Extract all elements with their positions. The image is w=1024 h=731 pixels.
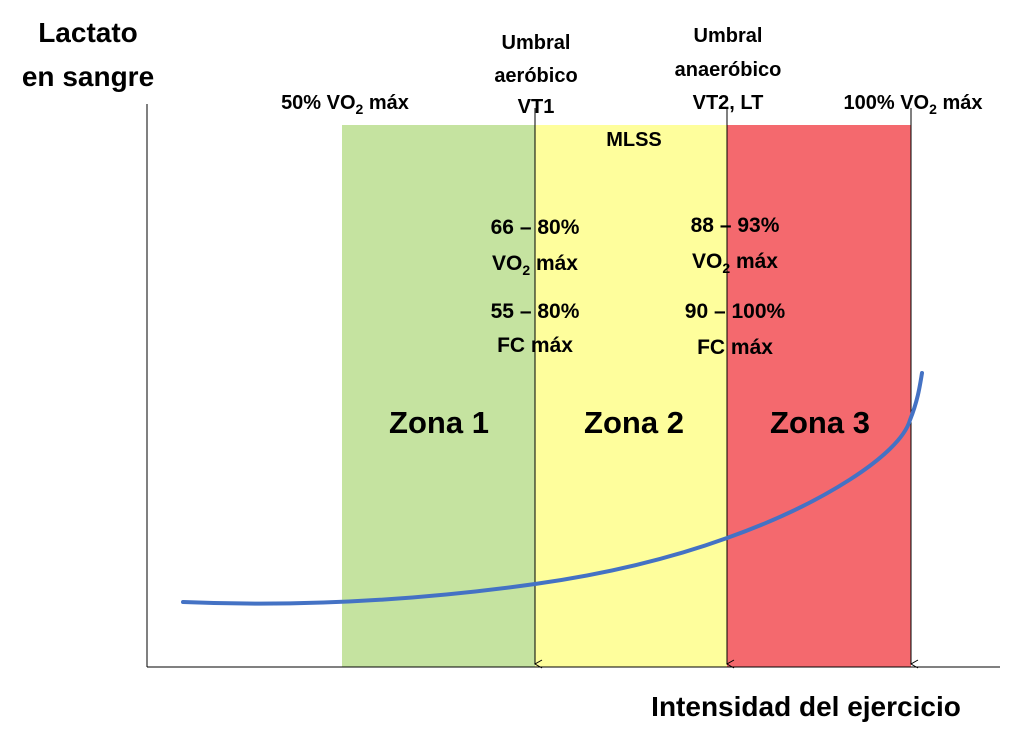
vt2-vo2-range: 88 – 93%: [691, 214, 780, 237]
zone-2-band: [535, 125, 727, 667]
lactate-curve: [181, 371, 924, 606]
zone-1-band: [342, 125, 535, 667]
anaerobic-threshold-line1: Umbral: [694, 25, 763, 47]
anaerobic-threshold-line2: anaeróbico: [675, 59, 782, 81]
anaerobic-threshold-line3: VT2, LT: [693, 92, 764, 114]
vt2-hr-label: FC máx: [697, 336, 773, 359]
zone-3-band: [727, 125, 911, 667]
aerobic-threshold-line2: aeróbico: [494, 65, 577, 87]
vt1-hr-range: 55 – 80%: [491, 300, 580, 323]
mlss-label: MLSS: [606, 129, 662, 151]
vt1-vo2-label: VO2 máx: [492, 252, 578, 278]
y-axis-label-line2: en sangre: [22, 61, 154, 92]
end-marker-label: 100% VO2 máx: [844, 92, 983, 117]
vt2-hr-range: 90 – 100%: [685, 300, 786, 323]
zone-2-label: Zona 2: [584, 405, 684, 440]
zone-3-label: Zona 3: [770, 405, 870, 440]
y-axis-label-line1: Lactato: [38, 17, 138, 48]
aerobic-threshold-line1: Umbral: [502, 32, 571, 54]
start-marker-label: 50% VO2 máx: [281, 92, 409, 117]
vt1-vo2-range: 66 – 80%: [491, 216, 580, 239]
aerobic-threshold-line3: VT1: [518, 96, 555, 118]
vt2-vo2-label: VO2 máx: [692, 250, 778, 276]
vt1-hr-label: FC máx: [497, 334, 573, 357]
x-axis-label: Intensidad del ejercicio: [651, 691, 961, 722]
zone-1-label: Zona 1: [389, 405, 489, 440]
